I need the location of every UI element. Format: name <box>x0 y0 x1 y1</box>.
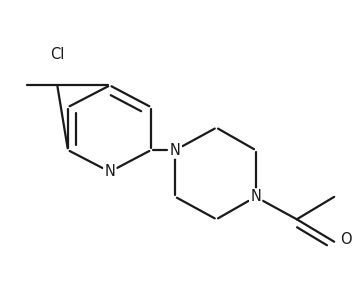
Text: N: N <box>250 189 261 204</box>
Text: O: O <box>340 232 352 247</box>
Text: N: N <box>105 164 115 179</box>
Text: Cl: Cl <box>50 47 65 62</box>
Text: N: N <box>170 142 181 158</box>
